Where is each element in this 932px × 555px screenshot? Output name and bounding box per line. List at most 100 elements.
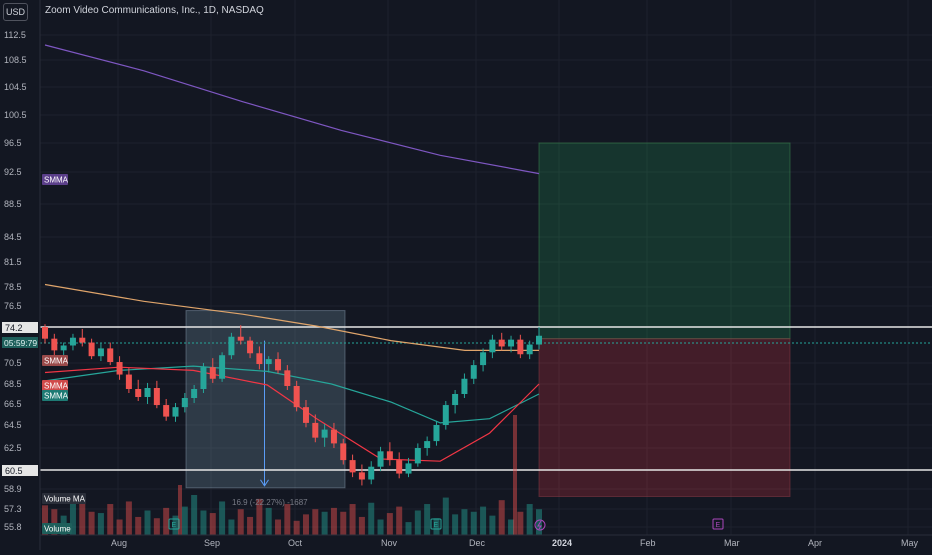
candle-body[interactable] bbox=[219, 355, 226, 379]
price-axis-label: 88.5 bbox=[4, 199, 22, 209]
candle-body[interactable] bbox=[349, 460, 356, 473]
volume-bar bbox=[219, 501, 226, 535]
candle-body[interactable] bbox=[69, 337, 76, 346]
volume-tag-text: Volume bbox=[44, 525, 71, 534]
candle-body[interactable] bbox=[88, 342, 95, 357]
candle-body[interactable] bbox=[51, 338, 58, 351]
volume-bar bbox=[97, 513, 104, 535]
candle-body[interactable] bbox=[489, 339, 496, 353]
candle-body[interactable] bbox=[498, 339, 505, 347]
level-price-tag-lower-text: 60.5 bbox=[5, 466, 23, 476]
dividend-lightning-icon[interactable] bbox=[534, 519, 546, 531]
smma-teal-line bbox=[44, 365, 540, 424]
time-axis-label: Oct bbox=[288, 538, 303, 548]
candle-body[interactable] bbox=[60, 345, 67, 351]
candle-body[interactable] bbox=[275, 359, 282, 371]
candle-body[interactable] bbox=[461, 378, 468, 394]
price-axis-label: 100.5 bbox=[4, 110, 27, 120]
candle-body[interactable] bbox=[42, 327, 48, 339]
earnings-marker-text: E bbox=[172, 522, 177, 529]
candle-body[interactable] bbox=[526, 344, 533, 355]
candle-body[interactable] bbox=[386, 451, 393, 461]
price-axis-label: 62.5 bbox=[4, 443, 22, 453]
candle-body[interactable] bbox=[293, 386, 300, 408]
candle-body[interactable] bbox=[321, 429, 328, 438]
candle-body[interactable] bbox=[517, 339, 524, 355]
earnings-marker[interactable] bbox=[712, 518, 724, 530]
candle-body[interactable] bbox=[209, 367, 216, 379]
candle-body[interactable] bbox=[172, 407, 179, 417]
candle-body[interactable] bbox=[405, 463, 412, 474]
candle-body[interactable] bbox=[442, 405, 449, 425]
currency-button[interactable]: USD bbox=[3, 3, 28, 21]
price-axis-label: 55.8 bbox=[4, 522, 22, 532]
volume-bar bbox=[396, 506, 403, 535]
candle-body[interactable] bbox=[97, 348, 104, 357]
time-axis-label: Nov bbox=[381, 538, 398, 548]
candle-body[interactable] bbox=[200, 367, 207, 389]
position-profit-zone[interactable] bbox=[538, 142, 791, 340]
candle-body[interactable] bbox=[470, 365, 477, 379]
price-axis-label: 92.5 bbox=[4, 167, 22, 177]
candle-body[interactable] bbox=[536, 335, 542, 345]
volume-bar bbox=[135, 516, 142, 535]
volume-ma-tag-text: Volume MA bbox=[44, 495, 86, 504]
candle-body[interactable] bbox=[256, 353, 263, 365]
volume-bar bbox=[178, 485, 182, 535]
price-axis-label: 108.5 bbox=[4, 55, 27, 65]
candle-body[interactable] bbox=[424, 441, 431, 448]
candle-body[interactable] bbox=[265, 359, 272, 365]
candle-body[interactable] bbox=[228, 336, 235, 356]
candle-body[interactable] bbox=[107, 348, 114, 363]
candle-body[interactable] bbox=[284, 370, 291, 386]
candle-body[interactable] bbox=[480, 352, 487, 366]
candle-body[interactable] bbox=[368, 466, 375, 480]
volume-bar bbox=[386, 513, 393, 535]
candle-body[interactable] bbox=[452, 394, 459, 406]
earnings-marker[interactable] bbox=[168, 518, 180, 530]
volume-bar bbox=[247, 516, 254, 535]
candle-body[interactable] bbox=[396, 460, 403, 474]
volume-bar bbox=[265, 507, 272, 535]
candle-body[interactable] bbox=[312, 422, 319, 438]
smma-tag-1[interactable] bbox=[42, 355, 68, 366]
candle-body[interactable] bbox=[330, 429, 337, 444]
volume-bar bbox=[498, 500, 505, 535]
candle-body[interactable] bbox=[358, 472, 365, 480]
candle-body[interactable] bbox=[135, 389, 142, 397]
earnings-marker[interactable] bbox=[430, 518, 442, 530]
candle-body[interactable] bbox=[377, 451, 384, 467]
candle-body[interactable] bbox=[191, 389, 198, 398]
candle-body[interactable] bbox=[144, 388, 151, 397]
volume-bar bbox=[200, 510, 207, 535]
lightning-icon bbox=[537, 520, 542, 530]
candle-body[interactable] bbox=[433, 425, 440, 442]
smma-tag-2-text: SMMA bbox=[44, 382, 69, 391]
candle-body[interactable] bbox=[116, 362, 123, 375]
smma-200-tag[interactable] bbox=[42, 174, 68, 185]
volume-bar bbox=[191, 495, 198, 535]
candle-body[interactable] bbox=[163, 405, 170, 417]
volume-ma-tag[interactable] bbox=[42, 493, 86, 504]
candle-body[interactable] bbox=[340, 443, 347, 461]
candle-body[interactable] bbox=[414, 448, 421, 464]
candle-body[interactable] bbox=[237, 336, 244, 341]
smma-tag-2[interactable] bbox=[42, 380, 68, 391]
position-stop-zone[interactable] bbox=[538, 338, 791, 498]
volume-bar bbox=[414, 510, 421, 535]
volume-bar bbox=[181, 506, 188, 535]
smma-tag-3[interactable] bbox=[42, 390, 68, 401]
candle-body[interactable] bbox=[302, 407, 309, 423]
candle-body[interactable] bbox=[125, 374, 132, 389]
volume-tag[interactable] bbox=[42, 523, 72, 534]
candle-body[interactable] bbox=[508, 339, 515, 347]
candle-body[interactable] bbox=[79, 337, 86, 343]
volume-bar bbox=[513, 415, 517, 535]
measure-range-box[interactable] bbox=[185, 310, 346, 489]
candle-body[interactable] bbox=[247, 340, 254, 354]
candle-body[interactable] bbox=[153, 388, 160, 406]
volume-bar bbox=[163, 507, 170, 535]
candle-body[interactable] bbox=[181, 398, 188, 408]
